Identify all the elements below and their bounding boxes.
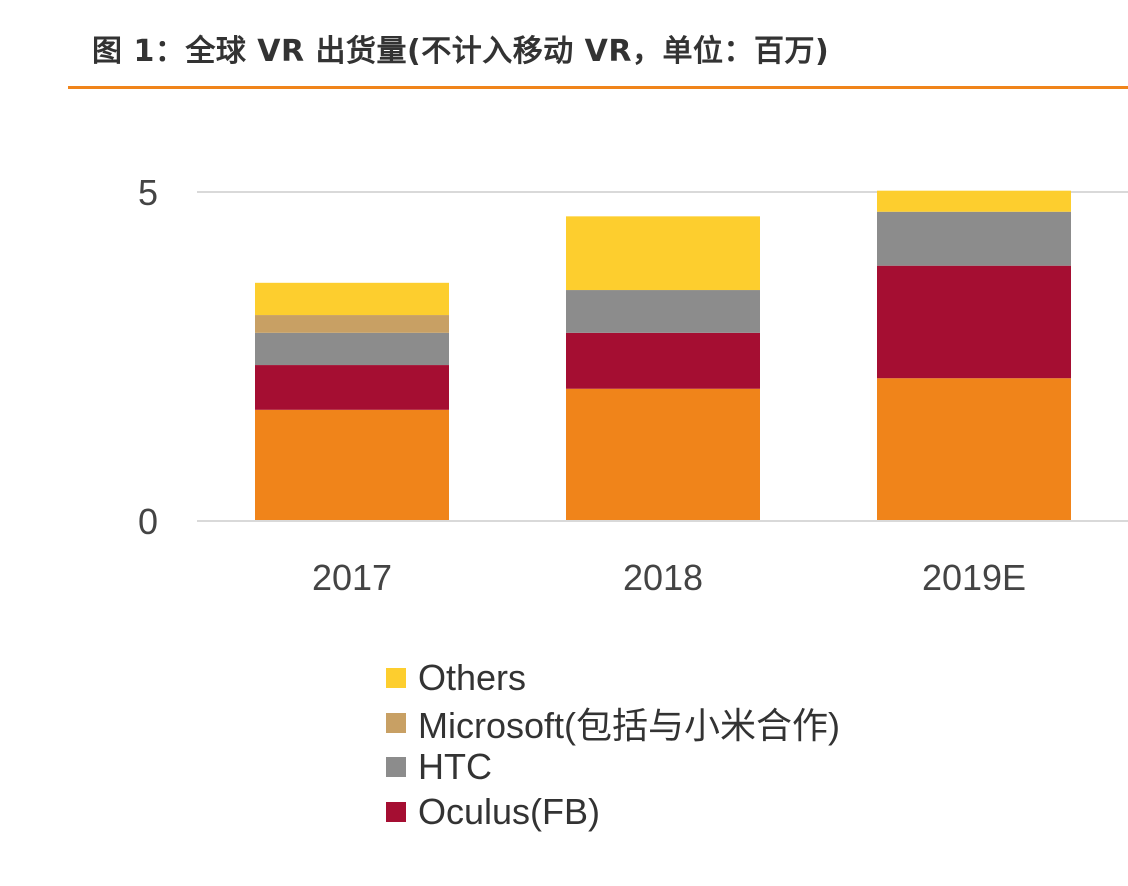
legend-swatch [386,801,406,822]
legend-label: HTC [418,746,492,788]
legend-item-others: Others [386,656,840,701]
x-tick-label: 2017 [312,557,392,598]
bar-segment-others-2019E [877,190,1071,212]
legend-swatch [386,668,406,689]
title-underline [68,86,1128,89]
legend-label: Microsoft(包括与小米合作) [418,704,840,746]
x-tick-label: 2019E [922,557,1026,598]
legend-item-microsoft: Microsoft(包括与小米合作) [386,701,840,746]
legend-item-htc: HTC [386,745,840,790]
bar-segment-oculus-fb-2019E [877,265,1071,379]
legend-label: Others [418,657,527,699]
bar-segment-microsoft-2017 [255,315,449,333]
bar-segment-htc-2017 [255,332,449,366]
y-tick-label: 5 [138,172,158,213]
bar-segment-oculus-fb-2018 [566,332,760,389]
stacked-bar-chart: 0 5 2017 2018 2019E [138,172,1128,598]
legend: Others Microsoft(包括与小米合作) HTC Oculus(FB) [386,656,840,834]
legend-label: Oculus(FB) [418,790,601,832]
bar-segment-others-2017 [255,282,449,316]
legend-item-oculus: Oculus(FB) [386,790,840,835]
x-tick-label: 2018 [623,557,703,598]
legend-swatch [386,712,406,733]
legend-swatch [386,757,406,778]
bar-segment-series-0-2019E [877,378,1071,521]
y-tick-label: 0 [138,501,158,542]
bar-segment-htc-2018 [566,290,760,333]
bar-segment-htc-2019E [877,211,1071,266]
bar-segment-others-2018 [566,216,760,291]
bar-segment-series-0-2018 [566,388,760,521]
bar-segment-series-0-2017 [255,409,449,521]
bar-segment-oculus-fb-2017 [255,365,449,410]
chart-title: 图 1：全球 VR 出货量(不计入移动 VR，单位：百万) [92,34,830,69]
